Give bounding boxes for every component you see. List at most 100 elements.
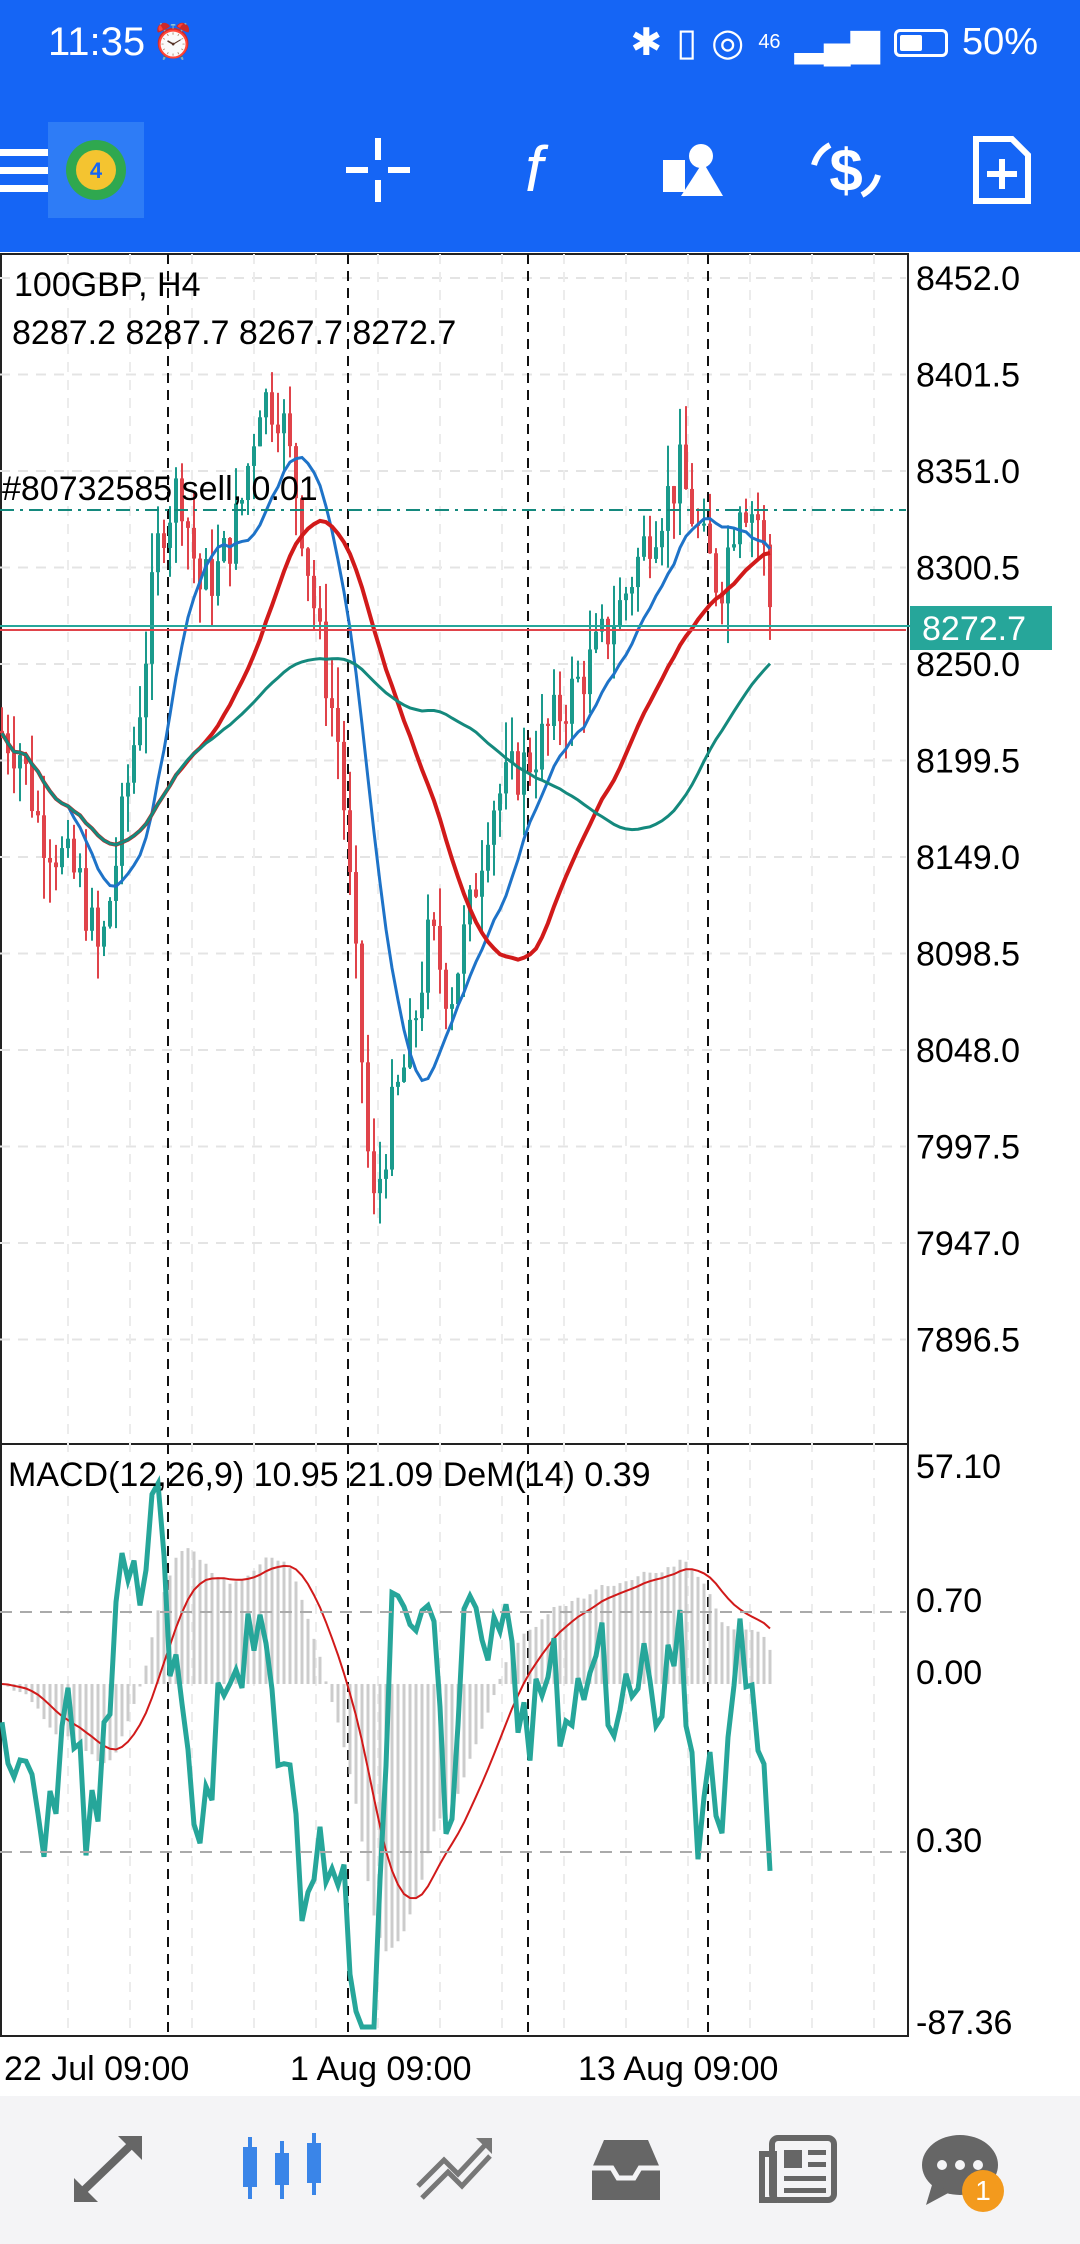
candle-body xyxy=(576,676,580,679)
indicator-tick-label: 0.30 xyxy=(916,1822,982,1860)
candle-body xyxy=(528,752,532,773)
messages-icon[interactable]: 1 xyxy=(910,2124,1010,2214)
vibrate-icon: ▯ xyxy=(676,22,698,64)
candle-body xyxy=(390,1086,394,1170)
candle-body xyxy=(714,553,718,593)
candle-body xyxy=(546,723,550,726)
signal-icon: ▂▄▆ xyxy=(794,22,880,64)
candle-body xyxy=(408,1019,412,1068)
indicator-tick-label: 0.70 xyxy=(916,1582,982,1620)
candle-body xyxy=(726,547,730,604)
candle-body xyxy=(120,796,124,866)
candle-body xyxy=(534,769,538,773)
candle-body xyxy=(582,676,586,695)
price-tick-label: 8149.0 xyxy=(916,839,1020,877)
alarm-icon: ⏰ xyxy=(152,23,195,61)
candle-body xyxy=(474,889,478,897)
candle-body xyxy=(360,943,364,1063)
moving-averages xyxy=(0,455,772,1083)
status-indicators: ✱ ▯ ◎ 46 ▂▄▆ 50% xyxy=(630,20,1038,65)
candle-body xyxy=(684,444,688,489)
candle-body xyxy=(558,694,562,722)
indicators-icon[interactable]: f xyxy=(484,120,584,220)
candle-body xyxy=(222,538,226,562)
price-tick-label: 8250.0 xyxy=(916,646,1020,684)
candle-body xyxy=(126,782,130,797)
candle-body xyxy=(654,547,658,559)
candle-body xyxy=(768,544,772,608)
quotes-icon[interactable] xyxy=(60,2124,160,2214)
candle-body xyxy=(618,600,622,627)
candle-body xyxy=(138,717,142,746)
candle-body xyxy=(354,872,358,944)
candle-body xyxy=(288,413,292,447)
candle-body xyxy=(234,503,238,564)
candle-body xyxy=(12,753,16,769)
candle-body xyxy=(204,559,208,590)
candle-body xyxy=(498,793,502,811)
candle-body xyxy=(540,723,544,770)
svg-text:f: f xyxy=(525,135,549,205)
candle-body xyxy=(330,698,334,709)
time-axis: 22 Jul 09:00 1 Aug 09:00 13 Aug 09:00 xyxy=(4,2050,778,2088)
candle-body xyxy=(366,1062,370,1152)
candle-body xyxy=(744,512,748,523)
candle-body xyxy=(666,486,670,531)
candle-body xyxy=(198,558,202,590)
candle-body xyxy=(660,530,664,548)
candle-body xyxy=(78,868,82,873)
status-bar: 11:35 ⏰ ✱ ▯ ◎ 46 ▂▄▆ 50% xyxy=(0,0,1080,92)
price-tick-label: 8098.5 xyxy=(916,936,1020,974)
price-chart[interactable]: #80732585 sell, 0.01 100GBP, H4 8287.2 8… xyxy=(0,252,1080,2092)
candle-body xyxy=(90,907,94,931)
candle-body xyxy=(108,900,112,927)
trade-icon[interactable]: $ xyxy=(796,120,896,220)
chart-area[interactable]: #80732585 sell, 0.01 100GBP, H4 8287.2 8… xyxy=(0,252,1080,2092)
candle-body xyxy=(174,478,178,523)
chart-toolbar: 4 f $ xyxy=(0,92,1080,252)
moving-average-fast xyxy=(0,455,772,1083)
signal-label: 46 xyxy=(758,31,781,53)
menu-icon[interactable] xyxy=(0,120,70,220)
candle-body xyxy=(318,608,322,622)
candle-body xyxy=(612,626,616,645)
chart-icon[interactable] xyxy=(232,2124,332,2214)
candle-body xyxy=(282,413,286,434)
candle-body xyxy=(48,857,52,863)
candle-body xyxy=(216,561,220,596)
indicator-panel-frame xyxy=(0,1443,909,2037)
candle-body xyxy=(720,592,724,604)
candle-body xyxy=(252,446,256,466)
candle-body xyxy=(438,925,442,970)
candle-body xyxy=(564,721,568,724)
candle-body xyxy=(0,730,4,734)
new-order-icon[interactable] xyxy=(952,120,1052,220)
candle-body xyxy=(372,1151,376,1194)
price-tick-label: 7896.5 xyxy=(916,1322,1020,1360)
history-icon[interactable] xyxy=(576,2124,676,2214)
candle-body xyxy=(258,417,262,447)
candle-body xyxy=(72,838,76,873)
candle-body xyxy=(588,649,592,695)
candle-body xyxy=(402,1067,406,1082)
candle-body xyxy=(240,500,244,504)
candle-body xyxy=(36,811,40,816)
battery-icon xyxy=(893,28,948,57)
price-tick-label: 8351.0 xyxy=(916,453,1020,491)
news-icon[interactable] xyxy=(748,2124,848,2214)
candle-body xyxy=(102,926,106,947)
candle-body xyxy=(522,752,526,795)
candle-body xyxy=(444,969,448,1009)
svg-text:4: 4 xyxy=(90,158,103,183)
trade-nav-icon[interactable] xyxy=(404,2124,504,2214)
candle-body xyxy=(60,848,64,868)
candle-body xyxy=(642,536,646,557)
candle-body xyxy=(186,521,190,528)
messages-badge: 1 xyxy=(962,2170,1004,2212)
macd-indicator xyxy=(0,1475,773,2030)
crosshair-icon[interactable] xyxy=(328,120,428,220)
indicator-tick-label: -87.36 xyxy=(916,2004,1012,2042)
objects-icon[interactable] xyxy=(640,120,740,220)
bluetooth-icon: ✱ xyxy=(630,22,663,64)
ohlc-values: 8287.2 8287.7 8267.7 8272.7 xyxy=(12,314,456,352)
